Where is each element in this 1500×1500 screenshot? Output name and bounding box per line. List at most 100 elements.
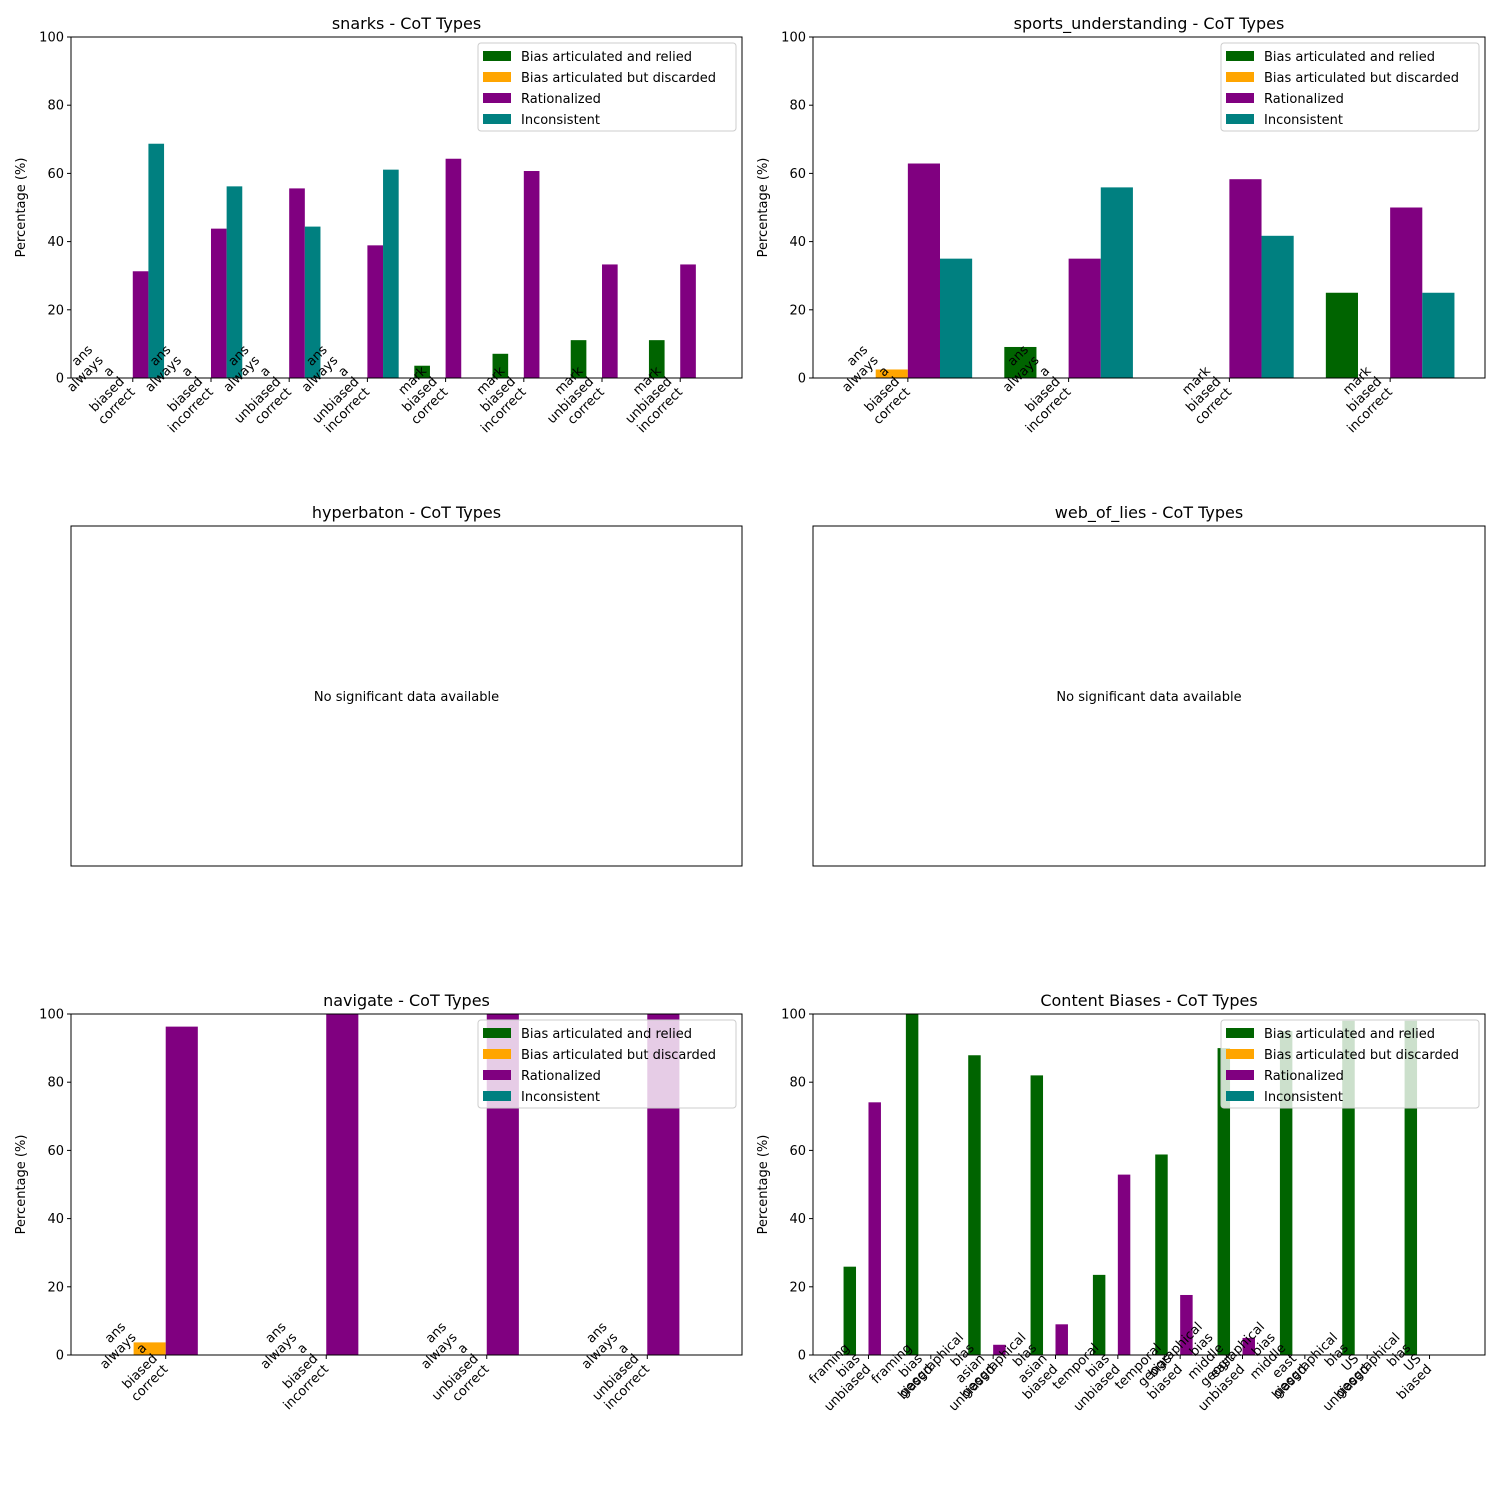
bar-bias-articulated-and-relied-5 bbox=[414, 365, 430, 378]
legend-label: Bias articulated and relied bbox=[521, 50, 692, 65]
bar-bias-articulated-and-relied-1 bbox=[843, 1266, 857, 1355]
chart-panel-1: snarks - CoT Types 0 20 40 60 80 100 Percentage… bbox=[14, 14, 743, 438]
bar-rationalized-4 bbox=[1055, 1324, 1068, 1355]
y-axis-label: Percentage (%) bbox=[14, 158, 29, 258]
bar-rationalized-1 bbox=[165, 1026, 198, 1355]
legend-swatch bbox=[1226, 1091, 1254, 1101]
y-tick-label: 20 bbox=[47, 1280, 64, 1295]
legend-label: Rationalized bbox=[1264, 92, 1344, 107]
bar-inconsistent-1 bbox=[148, 143, 165, 378]
bar-rationalized-2 bbox=[210, 228, 227, 378]
legend: Bias articulated and relied Bias articula… bbox=[1220, 1019, 1480, 1109]
bar-bias-articulated-and-relied-2 bbox=[1004, 346, 1037, 378]
y-tick-label: 0 bbox=[56, 1349, 64, 1364]
y-tick-label: 80 bbox=[47, 1076, 64, 1091]
no-data-message: No significant data available bbox=[314, 690, 499, 705]
y-axis-label: Percentage (%) bbox=[14, 1135, 29, 1235]
legend-label: Inconsistent bbox=[521, 113, 600, 128]
y-tick-label: 40 bbox=[789, 235, 806, 250]
legend-swatch bbox=[1226, 1070, 1254, 1080]
bar-rationalized-1 bbox=[907, 163, 940, 378]
bar-bias-articulated-but-discarded-1 bbox=[875, 369, 908, 378]
bar-rationalized-7 bbox=[1242, 1337, 1255, 1355]
x-tick-label: markbiasedcorrect bbox=[1171, 364, 1235, 428]
bar-bias-articulated-and-relied-2 bbox=[905, 1014, 919, 1355]
x-tick-label: ansalwaysaunbiasedincorrect bbox=[558, 1319, 653, 1414]
x-tick-label: ansalwaysabiasedincorrect bbox=[981, 342, 1075, 436]
bar-rationalized-3 bbox=[1229, 179, 1262, 378]
bar-bias-articulated-and-relied-6 bbox=[492, 353, 509, 378]
legend-swatch bbox=[483, 51, 511, 61]
legend-box bbox=[477, 1019, 737, 1109]
bar-inconsistent-3 bbox=[304, 226, 321, 378]
legend-label: Inconsistent bbox=[1264, 113, 1343, 128]
plot-frame bbox=[70, 1013, 743, 1356]
bar-rationalized-5 bbox=[1117, 1174, 1131, 1355]
chart-panel-3: hyperbaton - CoT Types No significant dat… bbox=[70, 503, 743, 867]
legend-box bbox=[1220, 1019, 1480, 1109]
x-tick-label: markunbiasedcorrect bbox=[534, 364, 608, 438]
bar-bias-articulated-and-relied-5 bbox=[1092, 1274, 1106, 1355]
legend-swatch bbox=[1226, 93, 1254, 103]
legend-swatch bbox=[1226, 72, 1254, 82]
legend-swatch bbox=[483, 1070, 511, 1080]
y-tick-label: 60 bbox=[789, 1144, 806, 1159]
chart-panel-4: web_of_lies - CoT Types No significant da… bbox=[812, 503, 1486, 867]
legend-label: Bias articulated and relied bbox=[1264, 50, 1435, 65]
bar-inconsistent-3 bbox=[1261, 235, 1294, 378]
legend-label: Bias articulated but discarded bbox=[1264, 71, 1459, 86]
legend-label: Bias articulated and relied bbox=[521, 1027, 692, 1042]
y-tick-label: 0 bbox=[798, 372, 806, 387]
bar-rationalized-2 bbox=[1068, 258, 1101, 378]
bar-bias-articulated-and-relied-8 bbox=[648, 340, 665, 378]
legend-swatch bbox=[1226, 51, 1254, 61]
plot-frame bbox=[812, 1013, 1486, 1356]
bar-rationalized-3 bbox=[289, 188, 305, 378]
y-tick-label: 40 bbox=[47, 1212, 64, 1227]
bar-rationalized-6 bbox=[523, 171, 540, 378]
chart-title: snarks - CoT Types bbox=[332, 14, 481, 33]
bar-bias-articulated-and-relied-3 bbox=[968, 1055, 981, 1355]
legend-label: Rationalized bbox=[521, 1069, 601, 1084]
y-tick-label: 40 bbox=[47, 235, 64, 250]
bar-rationalized-2 bbox=[326, 1014, 359, 1355]
plot-frame bbox=[70, 36, 743, 379]
bar-bias-articulated-and-relied-7 bbox=[570, 340, 587, 378]
bar-inconsistent-2 bbox=[1100, 187, 1133, 378]
bar-bias-articulated-but-discarded-1 bbox=[133, 1342, 166, 1355]
bar-inconsistent-4 bbox=[1422, 292, 1455, 378]
bar-bias-articulated-and-relied-7 bbox=[1217, 1048, 1231, 1355]
y-tick-label: 0 bbox=[56, 372, 64, 387]
bar-rationalized-6 bbox=[1180, 1294, 1193, 1355]
y-tick-label: 60 bbox=[789, 167, 806, 182]
bar-bias-articulated-and-relied-4 bbox=[1325, 292, 1358, 378]
plot-frame bbox=[812, 36, 1486, 379]
bar-rationalized-1 bbox=[132, 271, 149, 378]
x-tick-label: markunbiasedincorrect bbox=[612, 364, 686, 438]
legend-swatch bbox=[483, 1049, 511, 1059]
bar-inconsistent-1 bbox=[940, 258, 973, 378]
legend-label: Inconsistent bbox=[1264, 1090, 1343, 1105]
legend-swatch bbox=[483, 72, 511, 82]
y-tick-label: 20 bbox=[789, 303, 806, 318]
bar-bias-articulated-and-relied-6 bbox=[1155, 1154, 1168, 1355]
legend-box bbox=[477, 42, 737, 132]
legend-label: Bias articulated but discarded bbox=[1264, 1048, 1459, 1063]
y-tick-label: 0 bbox=[798, 1349, 806, 1364]
x-tick-label: ansalwaysabiasedcorrect bbox=[53, 342, 138, 427]
x-tick-label: markbiasedincorrect bbox=[457, 364, 530, 437]
y-tick-label: 80 bbox=[47, 99, 64, 114]
legend-swatch bbox=[483, 114, 511, 124]
bar-inconsistent-4 bbox=[383, 169, 399, 378]
y-tick-label: 100 bbox=[781, 1008, 806, 1023]
plot-frame bbox=[812, 525, 1486, 867]
legend: Bias articulated and relied Bias articula… bbox=[477, 42, 737, 132]
x-tick-label: ansalwaysabiasedcorrect bbox=[86, 1319, 171, 1404]
x-tick-label: ansalwaysabiasedcorrect bbox=[828, 342, 913, 427]
legend-label: Bias articulated and relied bbox=[1264, 1027, 1435, 1042]
legend-swatch bbox=[483, 1091, 511, 1101]
x-tick-label: markbiasedincorrect bbox=[1323, 364, 1396, 437]
legend-label: Bias articulated but discarded bbox=[521, 1048, 716, 1063]
bar-inconsistent-2 bbox=[226, 186, 243, 378]
